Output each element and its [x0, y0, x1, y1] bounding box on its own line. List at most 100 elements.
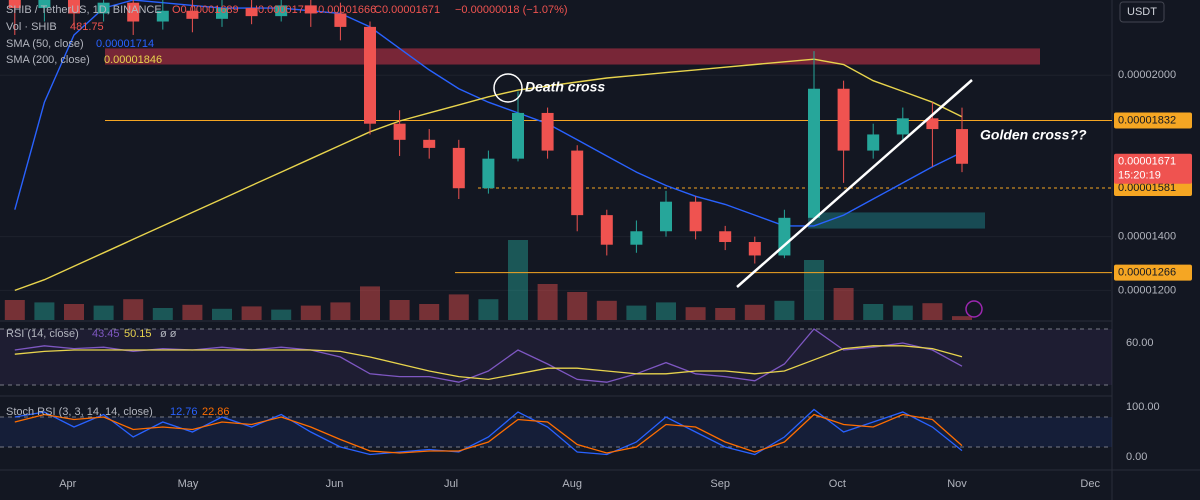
candle-body	[275, 5, 288, 17]
volume-bar	[892, 305, 913, 320]
volume-bar	[4, 300, 25, 320]
volume-bar	[419, 304, 440, 320]
x-tick-label: Aug	[562, 478, 582, 490]
candle-body	[837, 88, 850, 151]
volume-bar	[93, 305, 114, 320]
candle-body	[334, 13, 347, 27]
indicator-line	[14, 413, 963, 454]
candle-body	[364, 26, 376, 124]
x-tick-label: Nov	[947, 478, 967, 490]
volume-bar	[123, 299, 144, 320]
indicator-line	[14, 345, 963, 381]
band-fill	[0, 329, 1112, 385]
level-label: 0.00001581	[1118, 182, 1176, 194]
countdown: 15:20:19	[1118, 170, 1161, 182]
volume-bar	[567, 292, 588, 320]
candle-body	[808, 88, 820, 218]
x-tick-label: Sep	[710, 478, 730, 490]
volume-bar	[804, 260, 824, 320]
volume-bar	[271, 309, 292, 320]
band-fill	[0, 417, 1112, 447]
indicator-line	[14, 0, 963, 227]
volume-bar	[152, 308, 173, 320]
volume-bar	[833, 288, 854, 320]
candle-body	[482, 158, 495, 189]
last-price: 0.00001671	[1118, 156, 1176, 168]
y-tick-label: 0.00001400	[1118, 231, 1176, 243]
x-tick-label: Jun	[326, 478, 344, 490]
x-tick-label: Oct	[829, 478, 846, 490]
y-tick-label: 0.00	[1126, 451, 1147, 463]
candle-body	[719, 231, 732, 243]
currency-button[interactable]	[1119, 1, 1165, 23]
volume-bar	[360, 286, 380, 320]
volume-bar	[300, 305, 321, 320]
volume-bar	[241, 306, 262, 320]
indicator-panes	[0, 328, 1112, 456]
candle-body	[97, 2, 110, 14]
alert-icon[interactable]	[965, 300, 983, 318]
zone	[808, 212, 985, 229]
candle-body	[452, 147, 465, 189]
zone	[105, 48, 1040, 65]
candle-body	[127, 2, 140, 22]
candle-body	[393, 123, 406, 140]
candle-body	[8, 0, 21, 9]
candle-body	[186, 10, 199, 19]
legend-value: 12.76	[170, 406, 198, 418]
legend-value: 0.00001714	[96, 38, 154, 50]
trend-line	[736, 79, 973, 288]
candle-body	[630, 231, 643, 245]
legend-label: Vol · SHIB	[6, 21, 57, 33]
volume-bar	[774, 300, 795, 320]
ohlc: L0.00001666	[312, 4, 376, 16]
volume-bar	[744, 304, 765, 320]
y-tick-label: 0.00001200	[1118, 284, 1176, 296]
ohlc: −0.00000018 (−1.07%)	[455, 4, 568, 16]
volume-bar	[685, 307, 706, 320]
legend-value: 22.86	[202, 406, 230, 418]
legend-label: Stoch RSI (3, 3, 14, 14, close)	[6, 406, 153, 418]
candle-body	[541, 112, 554, 151]
level-label: 0.00001266	[1118, 267, 1176, 279]
candle-body	[245, 8, 258, 17]
candle-body	[512, 112, 524, 159]
x-tick-label: Jul	[444, 478, 458, 490]
annotation: Death cross	[525, 79, 605, 95]
ohlc: H0.00001718	[250, 4, 316, 16]
y-tick-label: 0.00002000	[1118, 69, 1176, 81]
volume-bar	[478, 299, 499, 320]
candle-body	[867, 134, 880, 151]
ohlc: C0.00001671	[374, 4, 440, 16]
legend-value: 50.15	[124, 328, 152, 340]
volume-bar	[508, 240, 528, 320]
level-tag	[1114, 179, 1192, 196]
volume-bar	[922, 303, 943, 320]
volume-bar	[448, 294, 469, 320]
volume-bar	[389, 300, 410, 320]
candle-body	[304, 5, 317, 14]
indicator-line	[14, 408, 963, 456]
x-tick-label: Apr	[59, 478, 76, 490]
cross-circle	[493, 73, 523, 103]
legend-label: SMA (200, close)	[6, 54, 90, 66]
legend-label: RSI (14, close)	[6, 328, 79, 340]
candle-body	[38, 0, 51, 9]
price-pane	[0, 0, 1112, 320]
volume-bar	[952, 316, 972, 320]
volume-bar	[34, 302, 55, 320]
legend-value: 0.00001846	[104, 54, 162, 66]
legend-label: SMA (50, close)	[6, 38, 84, 50]
level-tag	[1114, 264, 1192, 281]
y-tick-label: 60.00	[1126, 337, 1154, 349]
legend-value: 43.45	[92, 328, 120, 340]
candle-body	[748, 242, 761, 256]
candle-body	[926, 118, 939, 130]
volume-bar	[330, 302, 351, 320]
volume-bar	[182, 304, 203, 320]
price-tag	[1114, 153, 1192, 184]
y-tick-label: 100.00	[1126, 401, 1160, 413]
candle-body	[956, 129, 968, 164]
currency: USDT	[1127, 6, 1157, 18]
volume-bar	[626, 305, 647, 320]
